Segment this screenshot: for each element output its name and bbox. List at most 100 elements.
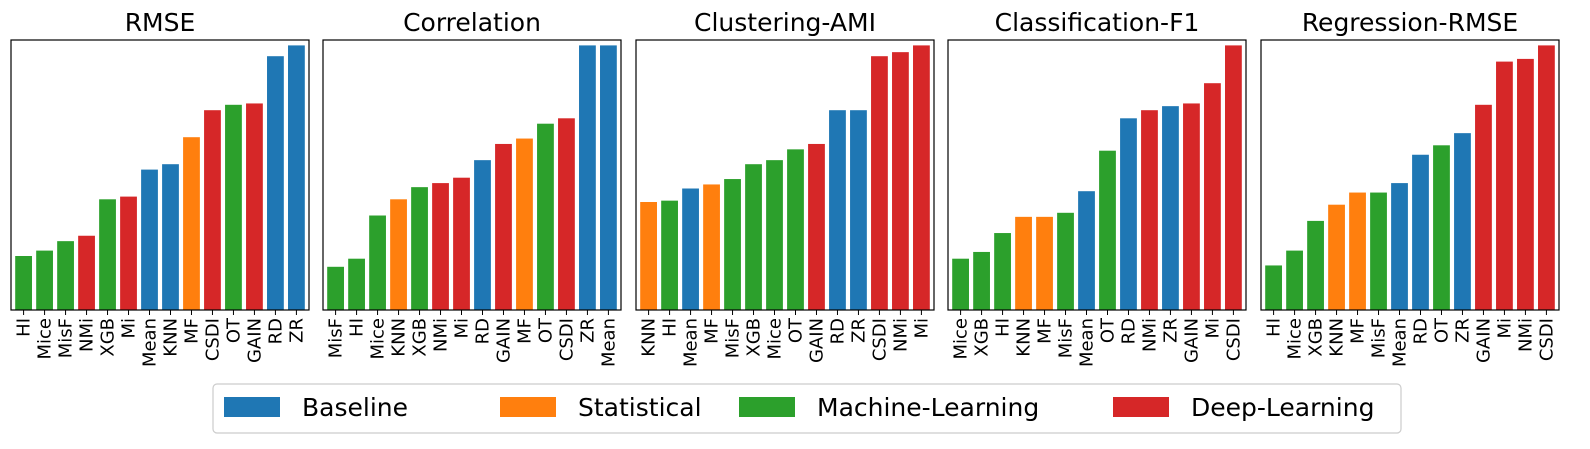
x-tick-label: KNN (160, 318, 181, 357)
x-tick-label: OT (1097, 317, 1118, 343)
x-tick-label: NMi (431, 318, 452, 352)
x-tick-label: ZR (577, 318, 598, 343)
x-tick-label: NMi (1139, 318, 1160, 352)
legend-label: Deep-Learning (1191, 393, 1374, 422)
x-tick-label: XGB (972, 318, 993, 357)
x-tick-label: XGB (98, 318, 119, 357)
bar-mice (1286, 250, 1303, 310)
bar-nmi (1141, 110, 1158, 310)
bar-zr (288, 45, 305, 311)
bar-misf (1370, 192, 1387, 310)
bar-mice (36, 250, 53, 310)
x-tick-label: Mean (598, 318, 619, 367)
x-tick-label: RD (827, 318, 848, 344)
bar-misf (1057, 212, 1074, 310)
x-tick-label: MisF (56, 318, 77, 358)
bar-mi (1204, 83, 1221, 310)
bar-csdi (204, 110, 221, 310)
legend-frame (212, 383, 1402, 434)
panel-2: Correlation MisF HI Mice KNN XGB NMi Mi RD GAIN MF… (322, 8, 622, 367)
bar-csdi (1225, 45, 1242, 311)
x-tick-label: CSDI (556, 318, 577, 361)
x-tick-label: Mi (452, 318, 473, 339)
x-tick-label: RD (1410, 318, 1431, 344)
x-tick-label: HI (347, 318, 368, 337)
plot-frame (322, 39, 622, 311)
x-tick-label: Mice (368, 318, 389, 360)
x-tick-label: MisF (1056, 318, 1077, 358)
bar-misf (327, 266, 344, 310)
bar-misf (724, 179, 741, 310)
x-tick-label: MF (181, 318, 202, 344)
bar-xgb (1307, 220, 1324, 310)
x-tick-label: CSDI (1223, 318, 1244, 361)
bar-hi (1265, 265, 1282, 310)
x-tick-label: GAIN (244, 318, 265, 363)
x-tick-label: Mean (1390, 318, 1411, 367)
x-tick-label: Mice (35, 318, 56, 360)
plot-frame (947, 39, 1247, 311)
bar-rd (829, 110, 846, 310)
bar-knn (390, 199, 407, 310)
legend: Baseline Statistical Machine-Learning Deep-… (212, 383, 1402, 434)
bar-hi (15, 256, 32, 310)
x-tick-label: GAIN (1181, 318, 1202, 363)
x-tick-label: OT (1431, 317, 1452, 343)
bar-csdi (558, 118, 575, 310)
x-tick-label: GAIN (493, 318, 514, 363)
bar-mf (703, 184, 720, 310)
bar-gain (808, 143, 825, 310)
panel-4: Classification-F1 Mice XGB HI KNN MF MisF Mean O… (947, 8, 1247, 367)
bar-mice (369, 215, 386, 310)
x-tick-label: Mean (681, 318, 702, 367)
x-tick-label: KNN (389, 318, 410, 357)
x-tick-label: NMi (890, 318, 911, 352)
bar-mf (1036, 216, 1053, 310)
x-tick-label: MF (1348, 318, 1369, 344)
bar-mf (1349, 192, 1366, 310)
legend-swatch-statistical (500, 397, 556, 417)
bar-gain (1475, 104, 1492, 310)
x-tick-label: Mi (911, 318, 932, 339)
x-tick-label: RD (265, 318, 286, 344)
x-tick-label: ZR (848, 318, 869, 343)
x-tick-label: XGB (1306, 318, 1327, 357)
x-tick-label: HI (993, 318, 1014, 337)
bar-gain (246, 103, 263, 310)
panel-1: RMSE HI Mice MisF NMi XGB Mi Mean KNN MF CSDI OT GAI… (10, 8, 310, 367)
x-tick-label: ZR (1160, 318, 1181, 343)
bar-mi (1496, 61, 1513, 310)
x-tick-label: Mi (119, 318, 140, 339)
bar-mice (952, 258, 969, 310)
x-tick-label: CSDI (202, 318, 223, 361)
bar-xgb (99, 199, 116, 310)
bar-ot (225, 104, 242, 310)
legend-swatch-baseline (224, 397, 280, 417)
legend-label: Statistical (578, 393, 702, 422)
x-tick-label: MisF (723, 318, 744, 358)
bar-ot (1433, 145, 1450, 310)
bar-mi (453, 177, 470, 310)
x-tick-label: Mice (951, 318, 972, 360)
bar-nmi (1517, 58, 1534, 311)
x-tick-label: Mean (140, 318, 161, 367)
x-tick-label: NMi (77, 318, 98, 352)
panel-title: Regression-RMSE (1302, 8, 1518, 37)
bar-xgb (411, 187, 428, 310)
plot-frame (10, 39, 310, 311)
x-tick-label: MisF (326, 318, 347, 358)
bar-knn (1015, 216, 1032, 310)
x-tick-label: XGB (410, 318, 431, 357)
x-tick-label: ZR (286, 318, 307, 343)
bar-hi (348, 258, 365, 310)
bar-hi (994, 233, 1011, 310)
x-tick-label: OT (223, 317, 244, 343)
bar-zr (1162, 106, 1179, 311)
bar-xgb (973, 251, 990, 310)
bar-mean (1078, 191, 1095, 310)
x-tick-label: KNN (639, 318, 660, 357)
plot-frame (635, 39, 935, 311)
x-tick-label: GAIN (806, 318, 827, 363)
